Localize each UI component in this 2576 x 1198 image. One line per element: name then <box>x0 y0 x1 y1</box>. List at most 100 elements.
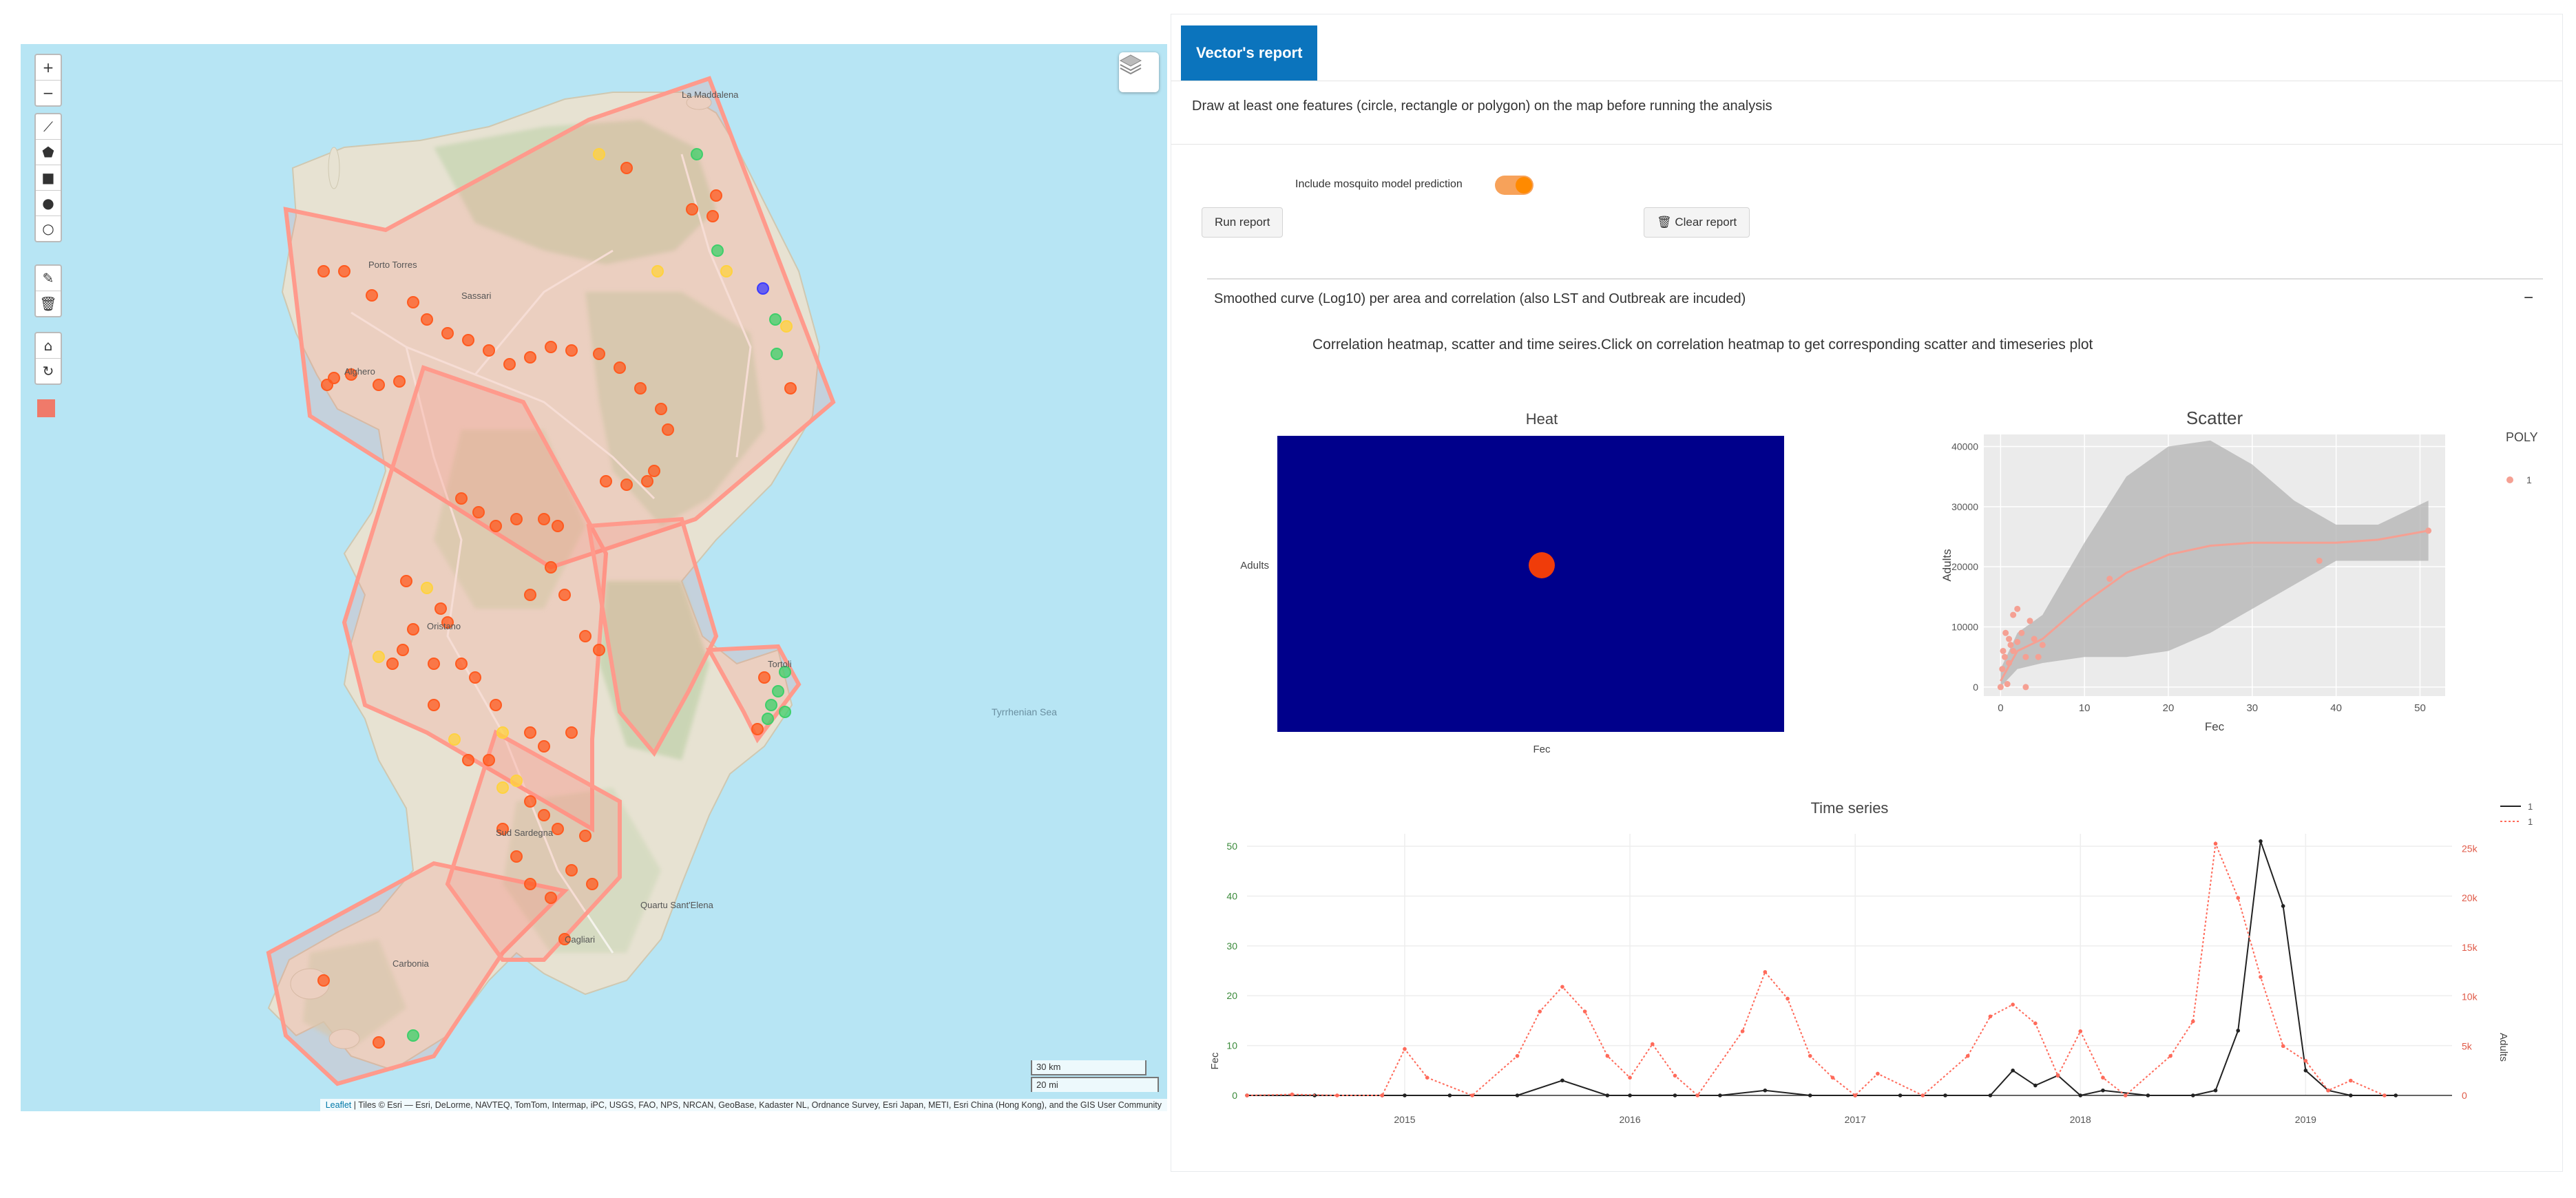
reset-icon[interactable]: ⌂ <box>36 333 61 359</box>
sample-marker <box>686 203 698 216</box>
heatmap-cell[interactable] <box>1277 436 1784 732</box>
delete-icon[interactable]: 🗑 <box>39 295 57 312</box>
timeseries-point <box>1830 1075 1835 1080</box>
map-canvas[interactable]: La Maddalena Porto Torres Sassari Algher… <box>21 44 1167 1111</box>
place-label: Carbonia <box>392 958 430 969</box>
timeseries-point <box>1898 1093 1903 1097</box>
timeseries-point <box>1515 1093 1520 1097</box>
color-swatch[interactable] <box>37 399 55 417</box>
timeseries-point <box>1447 1093 1452 1097</box>
zoom-control: + − <box>34 54 62 107</box>
polygon-southwest[interactable] <box>266 861 569 1086</box>
sample-marker <box>545 561 557 574</box>
polyline-icon[interactable]: ⟋ <box>36 114 61 140</box>
sample-marker <box>503 358 516 370</box>
timeseries-point <box>2033 1083 2038 1088</box>
tab-vectors-report[interactable]: Vector's report <box>1181 25 1318 81</box>
scatter-y-tick: 10000 <box>1951 622 1978 633</box>
sample-marker <box>373 379 385 391</box>
sample-marker <box>317 974 330 987</box>
circle-icon[interactable]: ● <box>36 191 61 216</box>
scatter-chart[interactable]: Scatter 0 10 20 30 40 50 0 10000 20000 30000 40000 F… <box>1887 400 2548 786</box>
scatter-x-tick: 30 <box>2246 702 2258 714</box>
timeseries-point <box>1763 969 1768 974</box>
sample-marker <box>441 616 454 629</box>
heatmap-title: Heat <box>1526 410 1558 428</box>
scatter-point <box>2027 618 2033 624</box>
heatmap-marker[interactable] <box>1529 552 1555 578</box>
sample-marker <box>400 575 412 587</box>
mosquito-model-toggle[interactable] <box>1495 176 1533 195</box>
run-report-button[interactable]: Run report <box>1202 207 1284 238</box>
timeseries-chart[interactable]: Time series 0 10 20 30 40 50 0 5k 10k 15k 20k 25k 201… <box>1192 792 2562 1164</box>
timeseries-point <box>1538 1009 1542 1013</box>
sample-marker <box>779 706 791 718</box>
map-panel[interactable]: La Maddalena Porto Torres Sassari Algher… <box>21 44 1167 1111</box>
leaflet-link[interactable]: Leaflet <box>325 1100 352 1110</box>
sample-marker <box>407 623 419 635</box>
sample-marker <box>428 658 440 670</box>
timeseries-point <box>1808 1093 1812 1097</box>
edit-icon[interactable]: ✎ <box>36 266 61 291</box>
scatter-point <box>1999 666 2006 673</box>
layers-button[interactable] <box>1119 52 1159 92</box>
sample-marker <box>490 520 502 532</box>
scatter-point <box>2004 681 2011 688</box>
timeseries-point <box>1650 1042 1655 1047</box>
sample-marker <box>593 644 605 656</box>
sample-marker <box>524 589 536 601</box>
sample-marker <box>641 475 653 487</box>
timeseries-point <box>1605 1093 1610 1097</box>
collapse-button[interactable]: − <box>2524 288 2534 307</box>
sample-marker <box>407 1029 419 1042</box>
scatter-point <box>2022 653 2029 660</box>
polygon-ogliastra[interactable] <box>706 644 802 744</box>
timeseries-point <box>1470 1093 1474 1097</box>
sample-marker <box>510 513 523 525</box>
polygon-north[interactable] <box>283 76 836 570</box>
timeseries-point <box>2259 839 2263 843</box>
sample-marker <box>780 320 793 333</box>
scatter-point <box>2022 684 2029 691</box>
polygon-central-east[interactable] <box>586 516 719 757</box>
timeseries-x-tick: 2018 <box>2070 1114 2091 1125</box>
zoom-in-button[interactable]: + <box>36 55 61 81</box>
timeseries-left-tick: 40 <box>1226 890 1237 901</box>
sample-marker <box>373 1036 385 1049</box>
place-label: Tortoli <box>768 659 792 669</box>
rectangle-icon[interactable]: ■ <box>36 165 61 191</box>
place-label: Cagliari <box>565 934 595 945</box>
sample-marker <box>565 864 578 876</box>
timeseries-point <box>1425 1075 1430 1080</box>
polygon-central-west[interactable] <box>342 365 609 833</box>
edit-toolbar: ✎ 🗑 <box>34 264 62 317</box>
sample-marker <box>593 348 605 360</box>
scatter-point <box>1997 684 2004 691</box>
sample-marker <box>524 878 536 890</box>
circlemarker-icon[interactable]: ○ <box>42 220 54 237</box>
timeseries-point <box>1628 1093 1632 1097</box>
zoom-out-button[interactable]: − <box>42 85 54 101</box>
polygon-south[interactable] <box>445 729 622 962</box>
refresh-icon[interactable]: ↻ <box>42 363 54 379</box>
clear-report-button[interactable]: 🗑 Clear report <box>1644 207 1750 238</box>
place-label: Sassari <box>461 291 491 301</box>
sample-marker <box>765 699 777 711</box>
sample-marker <box>490 699 502 711</box>
sample-marker <box>634 382 647 395</box>
drawn-polygons[interactable] <box>266 76 836 1086</box>
timeseries-point <box>2281 1044 2285 1049</box>
timeseries-point <box>2303 1059 2308 1063</box>
sample-marker <box>455 658 468 670</box>
polygon-icon[interactable]: ⬟ <box>36 140 61 165</box>
heatmap-chart[interactable]: Heat Adults Fec <box>1213 400 1784 772</box>
timeseries-right-tick: 5k <box>2462 1040 2473 1051</box>
sampling-markers[interactable] <box>317 148 797 1049</box>
place-labels: La Maddalena Porto Torres Sassari Algher… <box>344 90 1057 969</box>
timeseries-point <box>1628 1075 1632 1080</box>
scatter-y-tick: 20000 <box>1951 561 1978 572</box>
section-title[interactable]: Smoothed curve (Log10) per area and corr… <box>1214 291 1746 306</box>
timeseries-left-tick: 50 <box>1226 841 1237 852</box>
scatter-x-tick: 10 <box>2079 702 2091 714</box>
scale-mi: 20 mi <box>1031 1077 1159 1092</box>
